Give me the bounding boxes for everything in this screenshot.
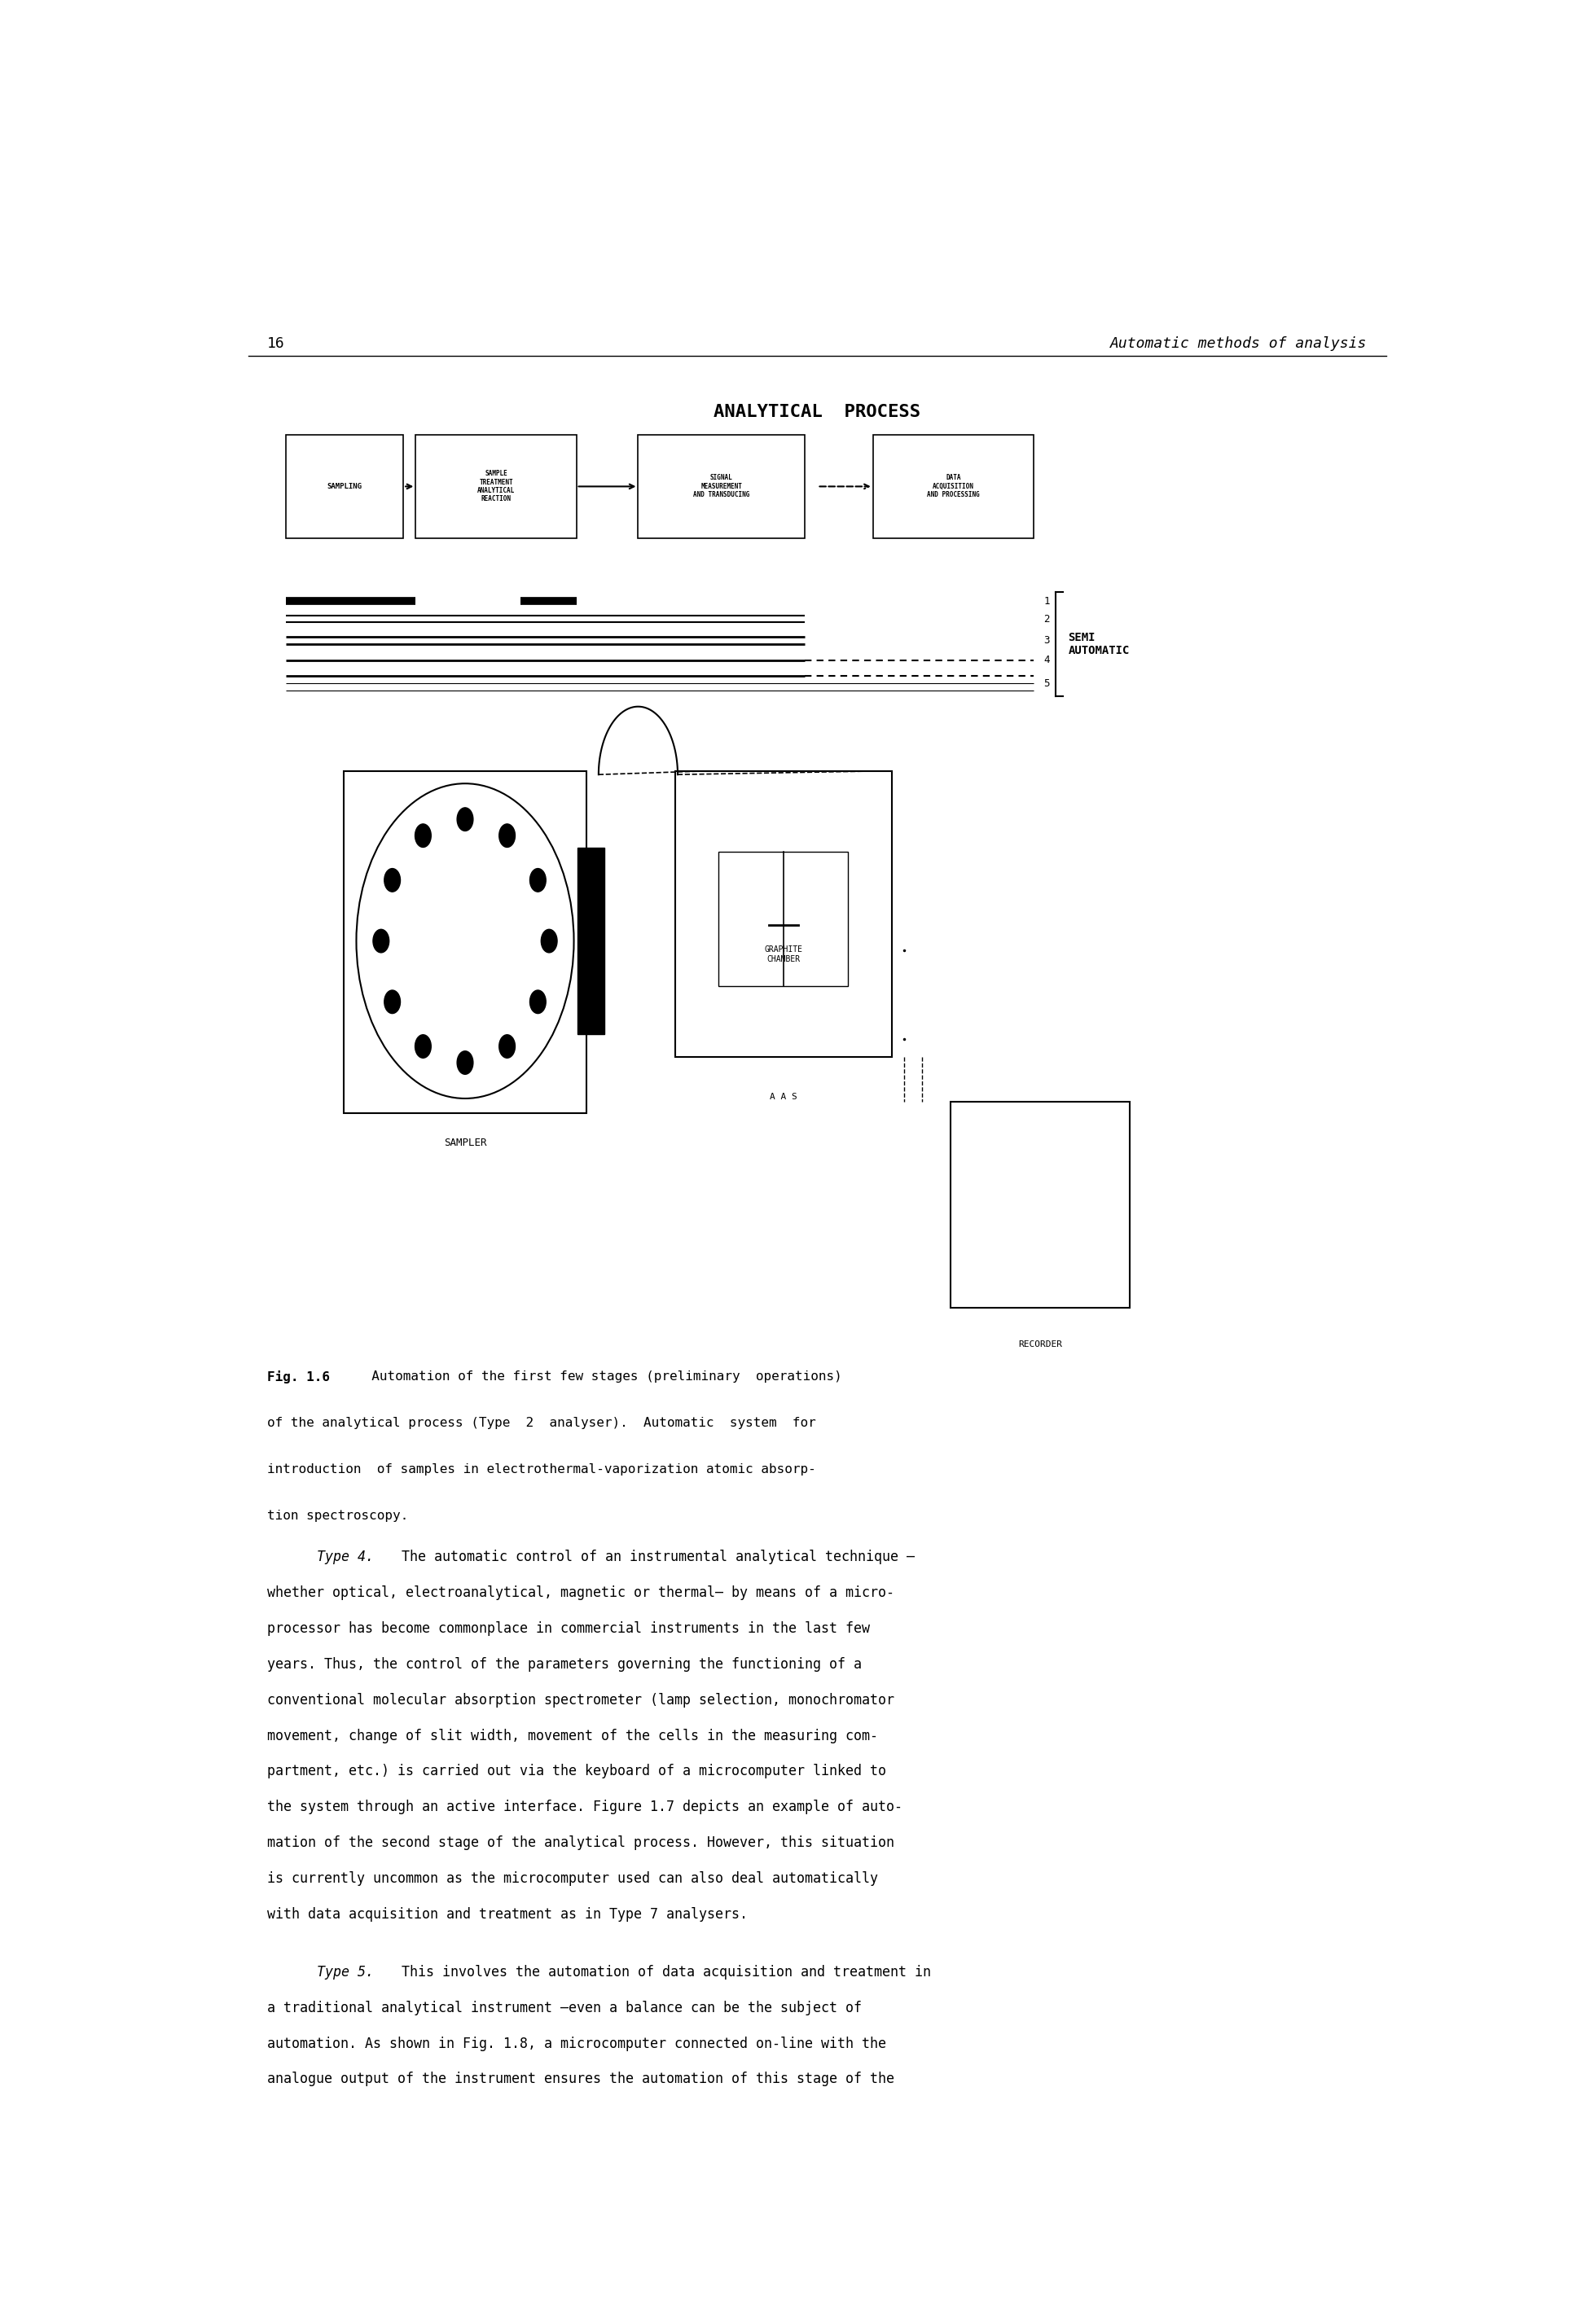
FancyBboxPatch shape [872, 435, 1033, 539]
Text: 2: 2 [1042, 614, 1049, 625]
Circle shape [457, 809, 473, 832]
Circle shape [499, 1034, 515, 1057]
Circle shape [529, 990, 545, 1013]
Text: 5: 5 [1042, 679, 1049, 688]
Circle shape [414, 1034, 430, 1057]
Text: processor has become commonplace in commercial instruments in the last few: processor has become commonplace in comm… [268, 1622, 870, 1636]
Text: DATA
ACQUISITION
AND PROCESSING: DATA ACQUISITION AND PROCESSING [926, 474, 979, 500]
FancyBboxPatch shape [717, 851, 848, 985]
Text: SEMI
AUTOMATIC: SEMI AUTOMATIC [1068, 632, 1129, 655]
Text: SAMPLING: SAMPLING [327, 483, 362, 490]
FancyBboxPatch shape [285, 435, 403, 539]
Text: SAMPLE
TREATMENT
ANALYTICAL
REACTION: SAMPLE TREATMENT ANALYTICAL REACTION [477, 469, 515, 502]
Text: tion spectroscopy.: tion spectroscopy. [268, 1511, 408, 1522]
Text: GRAPHITE
CHAMBER: GRAPHITE CHAMBER [764, 946, 802, 962]
Text: is currently uncommon as the microcomputer used can also deal automatically: is currently uncommon as the microcomput… [268, 1871, 878, 1887]
Text: A A S: A A S [770, 1092, 797, 1102]
FancyBboxPatch shape [344, 772, 587, 1113]
Circle shape [384, 990, 400, 1013]
Text: The automatic control of an instrumental analytical technique —: The automatic control of an instrumental… [394, 1550, 915, 1564]
Text: Fig. 1.6: Fig. 1.6 [268, 1371, 330, 1383]
Text: Type 4.: Type 4. [317, 1550, 373, 1564]
Text: This involves the automation of data acquisition and treatment in: This involves the automation of data acq… [394, 1964, 931, 1980]
Text: 16: 16 [268, 337, 285, 351]
Text: years. Thus, the control of the parameters governing the functioning of a: years. Thus, the control of the paramete… [268, 1657, 861, 1671]
Text: whether optical, electroanalytical, magnetic or thermal— by means of a micro-: whether optical, electroanalytical, magn… [268, 1585, 894, 1599]
Text: 3: 3 [1042, 634, 1049, 646]
Text: 1: 1 [1042, 595, 1049, 607]
FancyBboxPatch shape [577, 848, 604, 1034]
Text: mation of the second stage of the analytical process. However, this situation: mation of the second stage of the analyt… [268, 1836, 894, 1850]
Text: conventional molecular absorption spectrometer (lamp selection, monochromator: conventional molecular absorption spectr… [268, 1692, 894, 1708]
Text: of the analytical process (Type  2  analyser).  Automatic  system  for: of the analytical process (Type 2 analys… [268, 1418, 816, 1429]
Circle shape [457, 1050, 473, 1074]
Text: 4: 4 [1042, 655, 1049, 665]
Circle shape [384, 869, 400, 892]
Text: Automatic methods of analysis: Automatic methods of analysis [1109, 337, 1366, 351]
Text: Automation of the first few stages (preliminary  operations): Automation of the first few stages (prel… [355, 1371, 842, 1383]
Text: movement, change of slit width, movement of the cells in the measuring com-: movement, change of slit width, movement… [268, 1729, 878, 1743]
Text: the system through an active interface. Figure 1.7 depicts an example of auto-: the system through an active interface. … [268, 1801, 902, 1815]
Text: introduction  of samples in electrothermal-vaporization atomic absorp-: introduction of samples in electrotherma… [268, 1464, 816, 1476]
Text: partment, etc.) is carried out via the keyboard of a microcomputer linked to: partment, etc.) is carried out via the k… [268, 1764, 886, 1778]
Text: Type 5.: Type 5. [317, 1964, 373, 1980]
Text: RECORDER: RECORDER [1019, 1341, 1062, 1348]
Circle shape [373, 930, 389, 953]
Text: SAMPLER: SAMPLER [443, 1139, 486, 1148]
FancyBboxPatch shape [638, 435, 805, 539]
Text: SIGNAL
MEASUREMENT
AND TRANSDUCING: SIGNAL MEASUREMENT AND TRANSDUCING [693, 474, 749, 500]
FancyBboxPatch shape [674, 772, 891, 1057]
Circle shape [529, 869, 545, 892]
Text: analogue output of the instrument ensures the automation of this stage of the: analogue output of the instrument ensure… [268, 2073, 894, 2087]
Text: ANALYTICAL  PROCESS: ANALYTICAL PROCESS [714, 404, 920, 421]
Text: automation. As shown in Fig. 1.8, a microcomputer connected on-line with the: automation. As shown in Fig. 1.8, a micr… [268, 2036, 886, 2050]
Text: a traditional analytical instrument —even a balance can be the subject of: a traditional analytical instrument —eve… [268, 2001, 861, 2015]
Text: with data acquisition and treatment as in Type 7 analysers.: with data acquisition and treatment as i… [268, 1908, 748, 1922]
Circle shape [540, 930, 556, 953]
FancyBboxPatch shape [950, 1102, 1130, 1308]
FancyBboxPatch shape [416, 435, 575, 539]
Circle shape [414, 825, 430, 848]
Circle shape [499, 825, 515, 848]
